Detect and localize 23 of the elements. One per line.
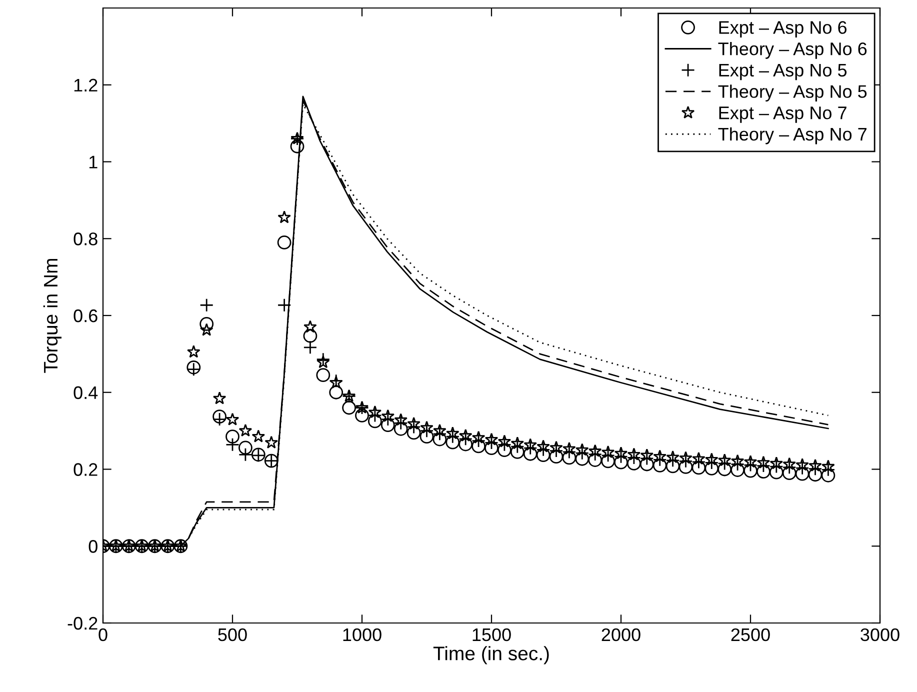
x-tick-label: 1500 [472,628,511,642]
y-tick-label: 0 [88,540,98,553]
y-tick-label: 0.6 [74,309,98,322]
y-tick-label: 1.2 [74,78,98,92]
x-tick-label: 2500 [731,628,770,642]
x-tick-label: 3000 [860,628,900,642]
x-tick-label: 2000 [602,628,640,642]
legend-label: Expt – Asp No 7 [719,106,846,123]
legend-label: Theory – Asp No 5 [718,84,867,102]
y-axis-title: Torque in Nm [43,258,62,373]
y-tick-label: 0.8 [74,232,98,246]
x-tick-label: 0 [98,628,108,642]
legend-label: Theory – Asp No 7 [718,127,866,144]
y-tick-label: 1 [89,156,98,168]
y-tick-label: 0.4 [74,386,98,400]
y-tick-label: 0.2 [74,463,98,476]
legend-label: Expt – Asp No 6 [719,21,847,38]
x-tick-label: 1000 [343,628,382,642]
x-axis-title: Time (in sec.) [433,646,549,664]
y-tick-label: -0.2 [68,616,98,630]
x-tick-label: 500 [218,628,247,642]
legend-label: Expt – Asp No 5 [719,64,847,80]
legend-label: Theory – Asp No 6 [718,42,867,59]
